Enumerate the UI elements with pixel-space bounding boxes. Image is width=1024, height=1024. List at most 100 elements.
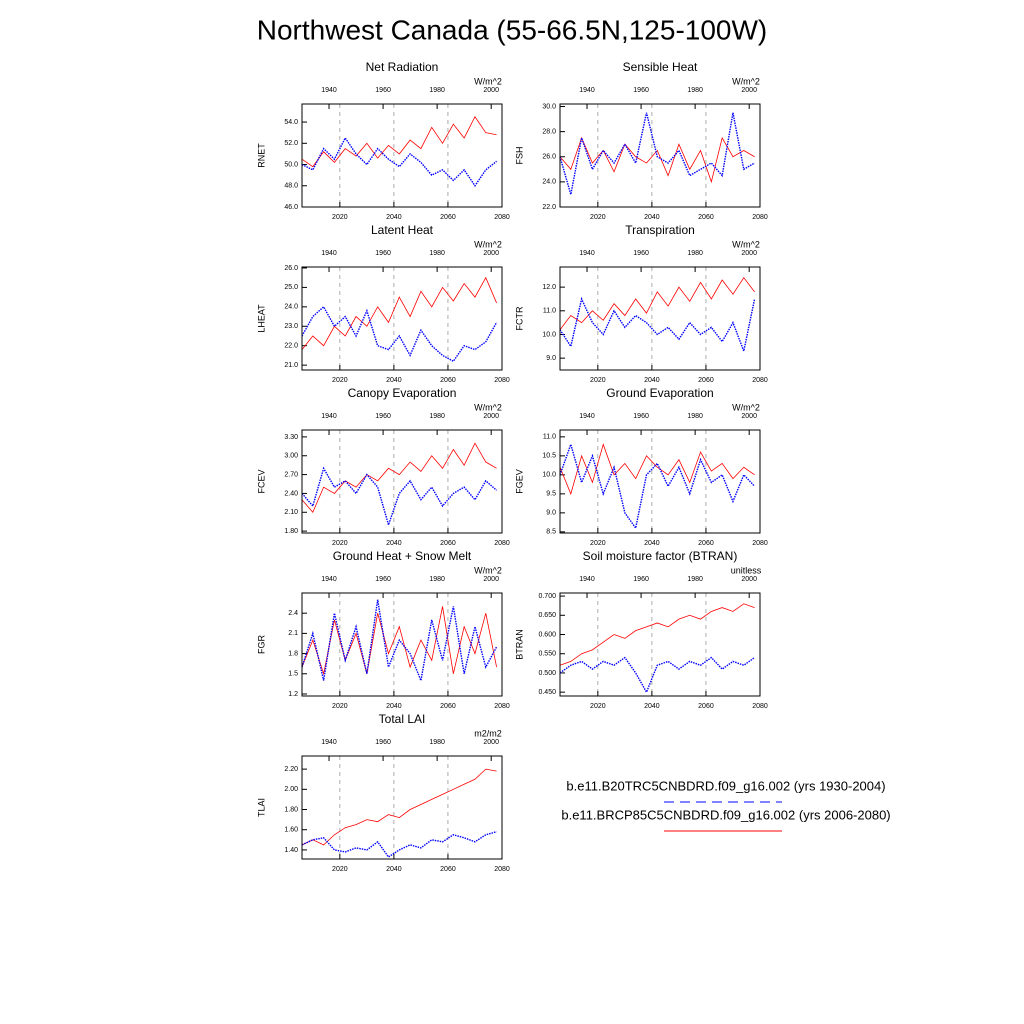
panel-title: Ground Evaporation (606, 386, 713, 400)
x-tick-label: 2080 (752, 214, 768, 221)
units-label: m2/m2 (474, 728, 502, 738)
plot-frame (301, 429, 503, 534)
data-line (301, 276, 497, 350)
x-tick-label: 2080 (752, 540, 768, 547)
x2-tick-label: 1960 (375, 413, 391, 420)
units-label: W/m^2 (732, 402, 760, 412)
y-tick-label: 2.70 (284, 471, 298, 478)
x2-tick-label: 2000 (741, 413, 757, 420)
x2-tick-label: 1960 (375, 576, 391, 583)
y-tick-label: 50.0 (284, 161, 298, 168)
x2-tick-label: 1980 (429, 739, 445, 746)
plot-frame (559, 429, 761, 534)
data-line (301, 831, 497, 858)
x2-tick-label: 1940 (579, 576, 595, 583)
x-tick-label: 2020 (590, 214, 606, 221)
x-tick-label: 2040 (386, 866, 402, 873)
x2-tick-label: 2000 (483, 739, 499, 746)
data-line (301, 115, 497, 168)
data-line (301, 305, 498, 363)
y-tick-label: 2.00 (284, 786, 298, 793)
data-line (559, 443, 755, 496)
y-axis-label: FCEV (256, 469, 266, 493)
x-tick-label: 2040 (644, 703, 660, 710)
y-tick-label: 54.0 (284, 119, 298, 126)
y-axis-label: FCTR (514, 306, 524, 330)
plot-frame (559, 103, 761, 208)
x-tick-label: 2080 (494, 703, 510, 710)
x-tick-label: 2040 (644, 214, 660, 221)
y-tick-label: 1.40 (284, 847, 298, 854)
plot-frame (301, 266, 503, 371)
x2-tick-label: 2000 (741, 87, 757, 94)
panel-title: Transpiration (625, 223, 695, 237)
y-tick-label: 24.0 (284, 304, 298, 311)
x-tick-label: 2080 (494, 866, 510, 873)
y-tick-label: 30.0 (542, 103, 556, 110)
x2-tick-label: 1980 (429, 87, 445, 94)
x2-tick-label: 2000 (483, 250, 499, 257)
data-line (301, 136, 498, 188)
y-tick-label: 52.0 (284, 140, 298, 147)
y-tick-label: 9.0 (546, 355, 556, 362)
y-axis-label: FSH (514, 147, 524, 165)
x2-tick-label: 1960 (633, 87, 649, 94)
y-tick-label: 21.0 (284, 362, 298, 369)
y-axis-label: FGR (256, 635, 266, 654)
units-label: unitless (731, 565, 762, 575)
panel-title: Soil moisture factor (BTRAN) (583, 549, 738, 563)
y-tick-label: 12.0 (542, 284, 556, 291)
x-tick-label: 2020 (332, 540, 348, 547)
x2-tick-label: 1940 (321, 413, 337, 420)
units-label: W/m^2 (474, 402, 502, 412)
y-axis-label: FGEV (514, 469, 524, 494)
x2-tick-label: 1940 (579, 250, 595, 257)
x-tick-label: 2060 (440, 540, 456, 547)
x-tick-label: 2020 (332, 866, 348, 873)
x-tick-label: 2080 (494, 540, 510, 547)
x-tick-label: 2060 (440, 377, 456, 384)
y-tick-label: 10.0 (542, 472, 556, 479)
data-line (301, 768, 497, 846)
panel-title: Latent Heat (371, 223, 434, 237)
x-tick-label: 2040 (644, 540, 660, 547)
x-tick-label: 2060 (698, 377, 714, 384)
x-tick-label: 2040 (386, 214, 402, 221)
x-tick-label: 2040 (386, 377, 402, 384)
x-tick-label: 2040 (386, 703, 402, 710)
plot-frame (301, 592, 503, 697)
x-tick-label: 2020 (590, 540, 606, 547)
data-line (559, 276, 755, 330)
y-tick-label: 8.5 (546, 529, 556, 536)
x2-tick-label: 1940 (321, 250, 337, 257)
units-label: W/m^2 (474, 76, 502, 86)
x2-tick-label: 1940 (579, 413, 595, 420)
y-tick-label: 1.8 (288, 650, 298, 657)
y-tick-label: 48.0 (284, 183, 298, 190)
y-tick-label: 0.650 (538, 612, 556, 619)
y-tick-label: 28.0 (542, 128, 556, 135)
panel-title: Net Radiation (366, 60, 439, 74)
y-tick-label: 1.5 (288, 671, 298, 678)
y-tick-label: 2.10 (284, 509, 298, 516)
x2-tick-label: 1940 (321, 739, 337, 746)
x2-tick-label: 1940 (579, 87, 595, 94)
y-tick-label: 9.0 (546, 510, 556, 517)
data-line (559, 112, 755, 195)
legend-label: b.e11.BRCP85C5CNBDRD.f09_g16.002 (yrs 20… (561, 807, 890, 822)
x-tick-label: 2020 (332, 703, 348, 710)
x2-tick-label: 1960 (375, 250, 391, 257)
y-tick-label: 9.5 (546, 491, 556, 498)
units-label: W/m^2 (474, 565, 502, 575)
y-tick-label: 11.0 (543, 434, 556, 441)
x2-tick-label: 2000 (741, 250, 757, 257)
y-tick-label: 2.40 (284, 490, 298, 497)
y-tick-label: 3.00 (284, 453, 298, 460)
plot-frame (559, 592, 761, 697)
x2-tick-label: 2000 (741, 576, 757, 583)
y-tick-label: 1.2 (288, 691, 298, 698)
x-tick-label: 2020 (332, 214, 348, 221)
data-line (301, 442, 497, 514)
